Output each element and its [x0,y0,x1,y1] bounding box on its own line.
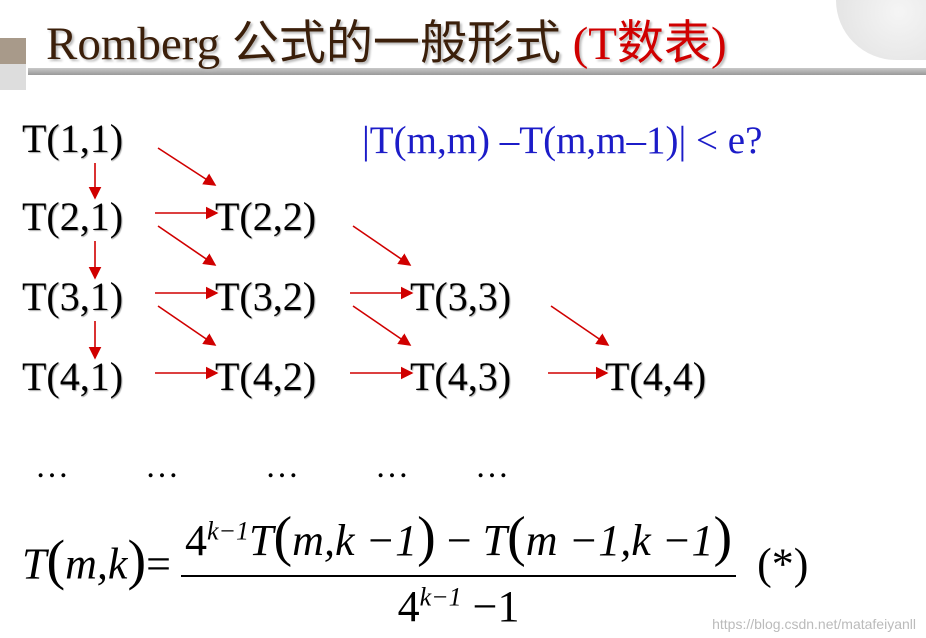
title-rule [28,68,926,75]
table-cell: T(4,2) [215,354,317,399]
arrow [157,147,217,186]
table-cell: T(3,1) [22,274,124,319]
arrow [157,305,217,346]
ellipsis: … [475,448,509,485]
table-cell: T(3,3) [410,274,512,319]
table-cell: T(2,1) [22,194,124,239]
stop-condition: |T(m,m) –T(m,m–1)| < e? [362,119,763,162]
title-text: Romberg 公式的一般形式 [46,18,573,70]
arrow [352,225,412,266]
table-cell: T(2,2) [215,194,317,239]
table-cell: T(4,3) [410,354,512,399]
watermark: https://blog.csdn.net/matafeiyanll [712,616,916,632]
ellipsis: … [375,448,409,485]
romberg-formula: T(m,k)= 4k−1T(m,k −1) − T(m −1,k −1) 4k−1 … [22,506,809,631]
arrow [352,305,412,346]
title-highlight: (T数表) [572,18,727,70]
ellipsis: … [35,448,69,485]
table-cell: T(1,1) [22,116,124,161]
arrow [550,305,610,346]
ellipsis: … [145,448,179,485]
slide-title: Romberg 公式的一般形式 (T数表) [46,4,727,73]
decor-square [0,64,26,90]
ellipsis: … [265,448,299,485]
table-cell: T(4,1) [22,354,124,399]
arrow [157,225,217,266]
table-cell: T(4,4) [605,354,707,399]
decor-square [0,38,26,64]
table-cell: T(3,2) [215,274,317,319]
